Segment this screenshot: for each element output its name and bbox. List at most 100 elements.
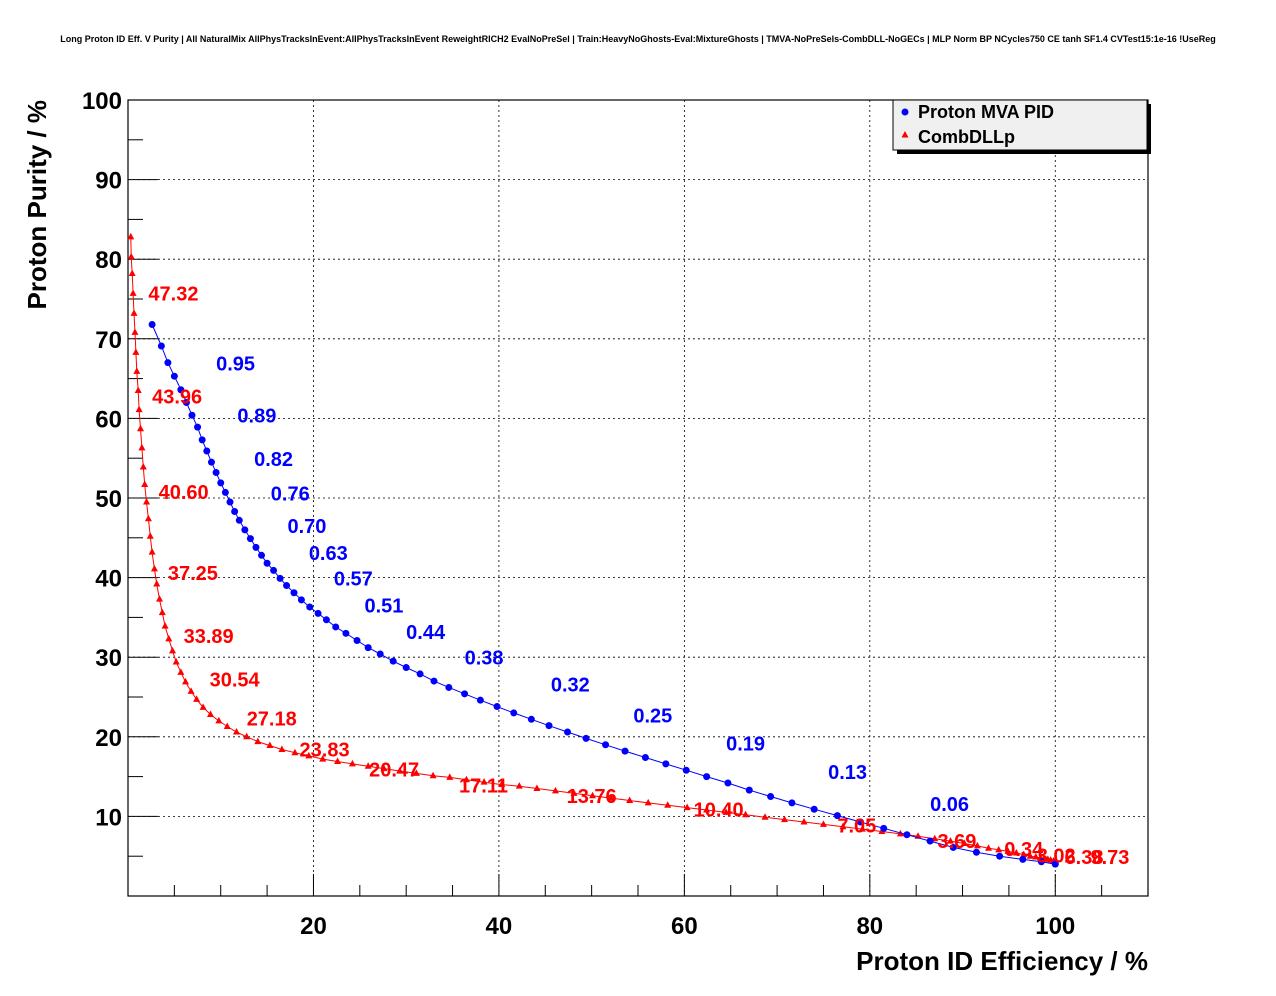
threshold-label: 17.11: [459, 776, 508, 798]
x-tick-label: 80: [856, 913, 883, 940]
data-point: [1032, 852, 1040, 860]
threshold-label: 43.96: [152, 386, 202, 408]
data-point: [641, 753, 649, 761]
data-point: [800, 817, 808, 825]
data-point: [960, 839, 968, 846]
data-point: [217, 479, 225, 487]
threshold-label: 23.83: [300, 740, 350, 762]
data-point: [996, 852, 1004, 860]
data-point: [564, 728, 572, 736]
data-point: [198, 436, 206, 444]
data-point: [761, 813, 769, 820]
data-point: [182, 398, 190, 406]
y-tick-label: 70: [95, 327, 122, 354]
data-point: [545, 722, 553, 730]
data-point: [266, 741, 274, 749]
data-point: [788, 799, 796, 807]
data-point: [781, 815, 789, 823]
data-point: [476, 696, 484, 704]
data-point: [703, 806, 711, 813]
legend-marker-mva: [901, 108, 909, 116]
data-point: [342, 629, 350, 637]
data-point: [181, 677, 189, 685]
data-point: [644, 798, 652, 806]
data-point: [131, 328, 139, 335]
data-point: [662, 760, 670, 768]
data-point: [144, 514, 152, 522]
data-point: [258, 551, 266, 559]
threshold-label: 30.54: [210, 670, 261, 692]
y-tick-label: 100: [82, 88, 122, 115]
data-point: [137, 424, 145, 432]
legend-box: [892, 99, 1148, 151]
data-point: [319, 755, 327, 762]
data-point: [132, 348, 140, 355]
data-point: [742, 810, 750, 818]
data-point: [682, 766, 690, 774]
series-mva: [148, 320, 1059, 868]
threshold-label: 20.47: [369, 760, 419, 782]
x-tick-label: 20: [300, 913, 327, 940]
x-tick-label: 100: [1035, 913, 1075, 940]
data-point: [141, 480, 149, 487]
data-point: [446, 773, 454, 780]
data-point: [290, 589, 298, 597]
threshold-label: 0.25: [633, 705, 672, 727]
data-point: [353, 636, 361, 644]
data-labels: 0.95 0.89 0.82 0.76 0.70 0.63 0.57 0.510.44 0.38…: [148, 284, 1129, 870]
data-point: [283, 582, 291, 590]
data-point: [533, 784, 541, 792]
data-point: [570, 789, 578, 796]
threshold-label: 0.34: [1004, 839, 1044, 861]
threshold-label: 0.70: [287, 516, 326, 538]
data-point: [128, 269, 136, 277]
data-point: [235, 516, 243, 524]
series: [127, 232, 1059, 868]
data-point: [276, 574, 284, 582]
data-point: [221, 488, 229, 496]
legend: Proton MVA PID CombDLLp: [892, 99, 1151, 154]
data-point: [412, 769, 420, 776]
y-tick-label: 30: [95, 645, 122, 672]
data-point: [582, 734, 590, 742]
data-point: [527, 715, 535, 723]
data-point: [1019, 855, 1027, 863]
data-point: [819, 820, 827, 827]
legend-marker-dll: [901, 131, 909, 138]
threshold-label: 0.06: [930, 794, 969, 816]
data-point: [203, 447, 211, 455]
data-point: [164, 359, 172, 367]
data-point: [722, 808, 730, 815]
data-point: [462, 775, 470, 783]
data-point: [461, 690, 469, 698]
data-point: [664, 801, 672, 808]
data-point: [396, 767, 404, 774]
y-tick-label: 80: [95, 247, 122, 274]
data-point: [589, 791, 597, 799]
threshold-label: 0.19: [726, 733, 765, 755]
data-point: [241, 526, 249, 534]
data-point: [348, 759, 356, 767]
data-point: [880, 824, 888, 832]
data-point: [157, 342, 165, 350]
x-axis-title: Proton ID Efficiency / %: [856, 946, 1148, 976]
data-point: [146, 532, 154, 539]
threshold-label: 47.32: [148, 284, 198, 306]
data-point: [683, 803, 691, 811]
data-point: [263, 559, 271, 567]
data-point: [364, 762, 372, 769]
data-point: [334, 757, 342, 764]
threshold-label: 0.32: [551, 674, 590, 696]
data-point: [703, 773, 711, 781]
data-point: [252, 543, 260, 551]
y-tick-label: 10: [95, 804, 122, 831]
data-point: [148, 548, 156, 555]
y-axis-title: Proton Purity / %: [22, 100, 52, 309]
data-point: [231, 508, 239, 516]
series-line: [151, 324, 1056, 865]
series-line: [130, 236, 1056, 863]
threshold-label: 0.76: [271, 483, 310, 505]
data-point: [857, 818, 865, 826]
data-point: [858, 825, 866, 832]
